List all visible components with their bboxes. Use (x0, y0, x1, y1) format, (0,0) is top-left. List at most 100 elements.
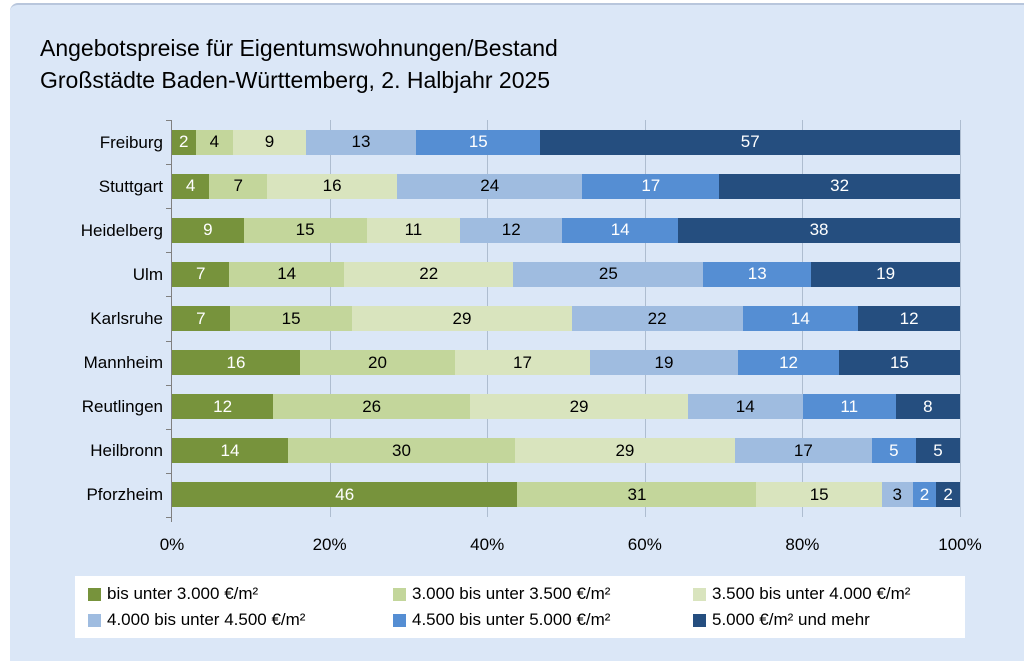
x-axis-label: 40% (470, 535, 505, 554)
bar-segment-value: 14 (220, 440, 240, 460)
legend-label: bis unter 3.000 €/m² (107, 584, 259, 603)
bar-segment: 7 (172, 261, 230, 287)
bar-segment: 19 (811, 261, 960, 287)
legend-label: 5.000 €/m² und mehr (712, 610, 870, 629)
bar-segment-value: 15 (295, 220, 315, 240)
bar-segment: 17 (734, 438, 872, 464)
bar-segment: 12 (858, 306, 961, 331)
bar-segment-value: 7 (233, 176, 243, 196)
bar-segment: 57 (540, 129, 960, 155)
bar-segment: 4 (195, 129, 234, 155)
chart-title-line2: Großstädte Baden-Württemberg, 2. Halbjah… (40, 67, 551, 93)
bar-segment: 9 (233, 129, 306, 155)
category-label: Heilbronn (90, 441, 163, 461)
bar-segment-value: 46 (335, 484, 355, 504)
bar-row: Freiburg 2 4 9 13 15 57 (100, 129, 960, 155)
bar-segment-value: 14 (735, 396, 755, 416)
bar-segment: 14 (562, 217, 679, 243)
bar-segment: 17 (582, 173, 720, 199)
bar-row: Reutlingen 12 26 29 14 11 8 (82, 394, 960, 420)
bar-segment-value: 17 (793, 440, 813, 460)
bar-segment-value: 32 (830, 176, 850, 196)
bar-segment-value: 30 (392, 440, 411, 460)
bar-segment-value: 14 (610, 220, 630, 240)
bar-segment: 5 (871, 438, 916, 464)
bar-segment-value: 26 (362, 396, 382, 416)
legend-swatch-icon (693, 613, 706, 627)
bar-segment: 20 (299, 350, 456, 376)
legend-item: 4.500 bis unter 5.000 €/m² (393, 610, 693, 630)
bar-segment-value: 2 (919, 484, 930, 504)
legend-swatch-icon (693, 587, 706, 601)
y-axis-tick (166, 517, 172, 518)
bar-segment: 16 (267, 173, 398, 199)
category-label: Heidelberg (80, 220, 163, 240)
bar-segment: 25 (513, 261, 704, 287)
bar-segment: 22 (344, 261, 514, 287)
bar-segment: 13 (305, 129, 417, 155)
category-label: Stuttgart (98, 176, 163, 196)
bar-segment-value: 9 (264, 132, 275, 152)
bar-segment-value: 7 (196, 308, 206, 328)
bar-segment: 32 (719, 173, 960, 199)
legend-label: 3.000 bis unter 3.500 €/m² (412, 584, 611, 603)
gridline (960, 120, 961, 517)
bar-segment: 9 (172, 217, 244, 243)
category-label: Ulm (132, 264, 163, 284)
bar-segment: 19 (589, 350, 739, 376)
bar-segment: 11 (366, 217, 461, 243)
bar-segment-value: 22 (419, 264, 439, 284)
y-axis-tick (166, 252, 172, 254)
bar-segment: 46 (172, 482, 518, 508)
y-axis-tick (166, 384, 172, 386)
bar-segment: 4 (172, 173, 210, 199)
bar-segment: 31 (517, 482, 757, 508)
bar-segment: 13 (703, 261, 812, 287)
x-axis-label: 100% (938, 535, 982, 554)
legend-swatch-icon (88, 613, 101, 627)
bar-segment-value: 38 (809, 220, 829, 240)
bar-segment: 15 (756, 482, 882, 508)
legend-label: 3.500 bis unter 4.000 €/m² (712, 584, 911, 603)
category-label: Reutlingen (81, 397, 163, 417)
bar-segment-value: 7 (195, 264, 206, 284)
bar-row: Karlsruhe 7 15 29 22 14 12 (90, 306, 961, 331)
bar-segment-value: 15 (889, 352, 909, 372)
bar-segment: 38 (678, 217, 960, 243)
bar-segment-value: 2 (179, 132, 189, 152)
legend-swatch-icon (88, 587, 101, 601)
bar-segment-value: 29 (569, 396, 589, 416)
bar-segment-value: 13 (351, 132, 371, 152)
legend-item: 3.500 bis unter 4.000 €/m² (693, 584, 965, 604)
bar-segment: 7 (209, 173, 268, 199)
x-axis-label: 0% (159, 535, 185, 554)
bar-row: Pforzheim 46 31 15 3 2 2 (86, 482, 960, 508)
bar-segment: 17 (455, 350, 590, 376)
legend-label: 4.500 bis unter 5.000 €/m² (412, 610, 611, 629)
bar-segment-value: 17 (513, 352, 532, 372)
bar-segment-value: 5 (933, 440, 943, 460)
bar-segment-value: 15 (468, 132, 488, 152)
y-axis-tick (166, 164, 172, 166)
bar-segment: 16 (172, 350, 300, 376)
category-label: Karlsruhe (90, 309, 163, 328)
bar-segment-value: 4 (185, 176, 196, 196)
bar-segment: 7 (172, 306, 230, 331)
bar-segment-value: 25 (598, 264, 618, 284)
bar-segment: 11 (802, 394, 896, 420)
bar-segment: 29 (470, 394, 688, 420)
bar-segment: 15 (838, 350, 960, 376)
bar-segment-value: 3 (892, 484, 902, 504)
bar-segment-value: 12 (779, 352, 798, 372)
y-axis-tick (166, 472, 172, 474)
bar-row: Ulm 7 14 22 25 13 19 (133, 261, 960, 287)
bar-segment: 15 (416, 129, 541, 155)
bar-segment: 2 (172, 129, 196, 155)
x-axis-label: 60% (627, 535, 662, 554)
bar-segment: 14 (687, 394, 803, 420)
x-axis-label: 80% (785, 535, 820, 554)
bar-segment-value: 24 (480, 176, 500, 196)
legend-label: 4.000 bis unter 4.500 €/m² (107, 610, 306, 629)
bar-segment: 14 (742, 306, 859, 331)
legend: bis unter 3.000 €/m² 3.000 bis unter 3.50… (75, 576, 965, 638)
